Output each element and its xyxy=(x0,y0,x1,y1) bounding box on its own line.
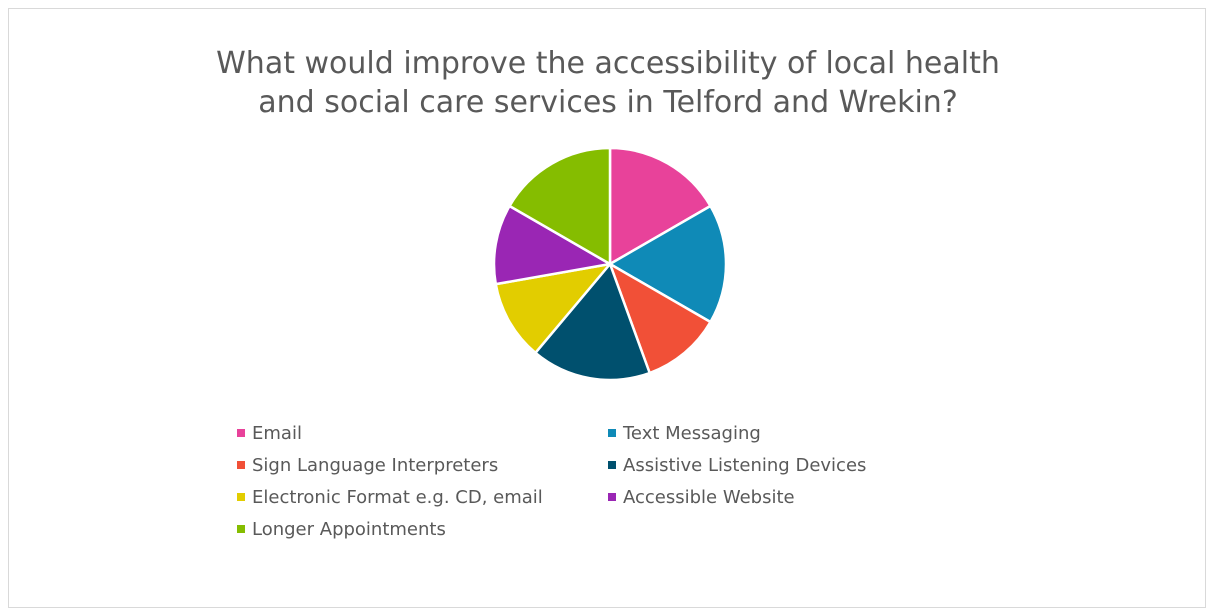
legend-item-accessible-website: Accessible Website xyxy=(608,481,948,513)
legend-item-text-messaging: Text Messaging xyxy=(608,417,948,449)
chart-title-line-2: and social care services in Telford and … xyxy=(258,85,958,120)
pie-slice-longer-appointments xyxy=(508,146,612,266)
legend-item-longer-appointments: Longer Appointments xyxy=(237,513,608,545)
legend-swatch-email xyxy=(237,429,245,437)
pie-slice-accessible-website xyxy=(492,204,612,286)
legend-swatch-text-messaging xyxy=(608,429,616,437)
legend-label-sign-language-interpreters: Sign Language Interpreters xyxy=(252,454,499,476)
pie-chart xyxy=(492,146,728,382)
legend-label-email: Email xyxy=(252,422,302,444)
legend-label-text-messaging: Text Messaging xyxy=(623,422,761,444)
legend-swatch-accessible-website xyxy=(608,493,616,501)
legend-label-accessible-website: Accessible Website xyxy=(623,486,795,508)
chart-title: What would improve the accessibility of … xyxy=(8,44,1208,122)
chart-legend: Email Text Messaging Sign Language Inter… xyxy=(237,417,957,545)
pie-slice-electronic-format-e-g-cd-email xyxy=(494,262,612,355)
legend-label-electronic-format: Electronic Format e.g. CD, email xyxy=(252,486,543,508)
legend-swatch-sign-language-interpreters xyxy=(237,461,245,469)
pie-slice-email xyxy=(608,146,712,266)
pie-slice-text-messaging xyxy=(608,204,728,324)
legend-label-longer-appointments: Longer Appointments xyxy=(252,518,446,540)
legend-swatch-electronic-format xyxy=(237,493,245,501)
legend-label-assistive-listening-devices: Assistive Listening Devices xyxy=(623,454,867,476)
chart-title-line-1: What would improve the accessibility of … xyxy=(216,46,1000,81)
pie-slice-assistive-listening-devices xyxy=(534,262,651,382)
legend-item-electronic-format: Electronic Format e.g. CD, email xyxy=(237,481,608,513)
legend-item-email: Email xyxy=(237,417,608,449)
legend-item-sign-language-interpreters: Sign Language Interpreters xyxy=(237,449,608,481)
legend-item-assistive-listening-devices: Assistive Listening Devices xyxy=(608,449,948,481)
legend-swatch-longer-appointments xyxy=(237,525,245,533)
legend-swatch-assistive-listening-devices xyxy=(608,461,616,469)
pie-slice-sign-language-interpreters xyxy=(608,262,712,375)
